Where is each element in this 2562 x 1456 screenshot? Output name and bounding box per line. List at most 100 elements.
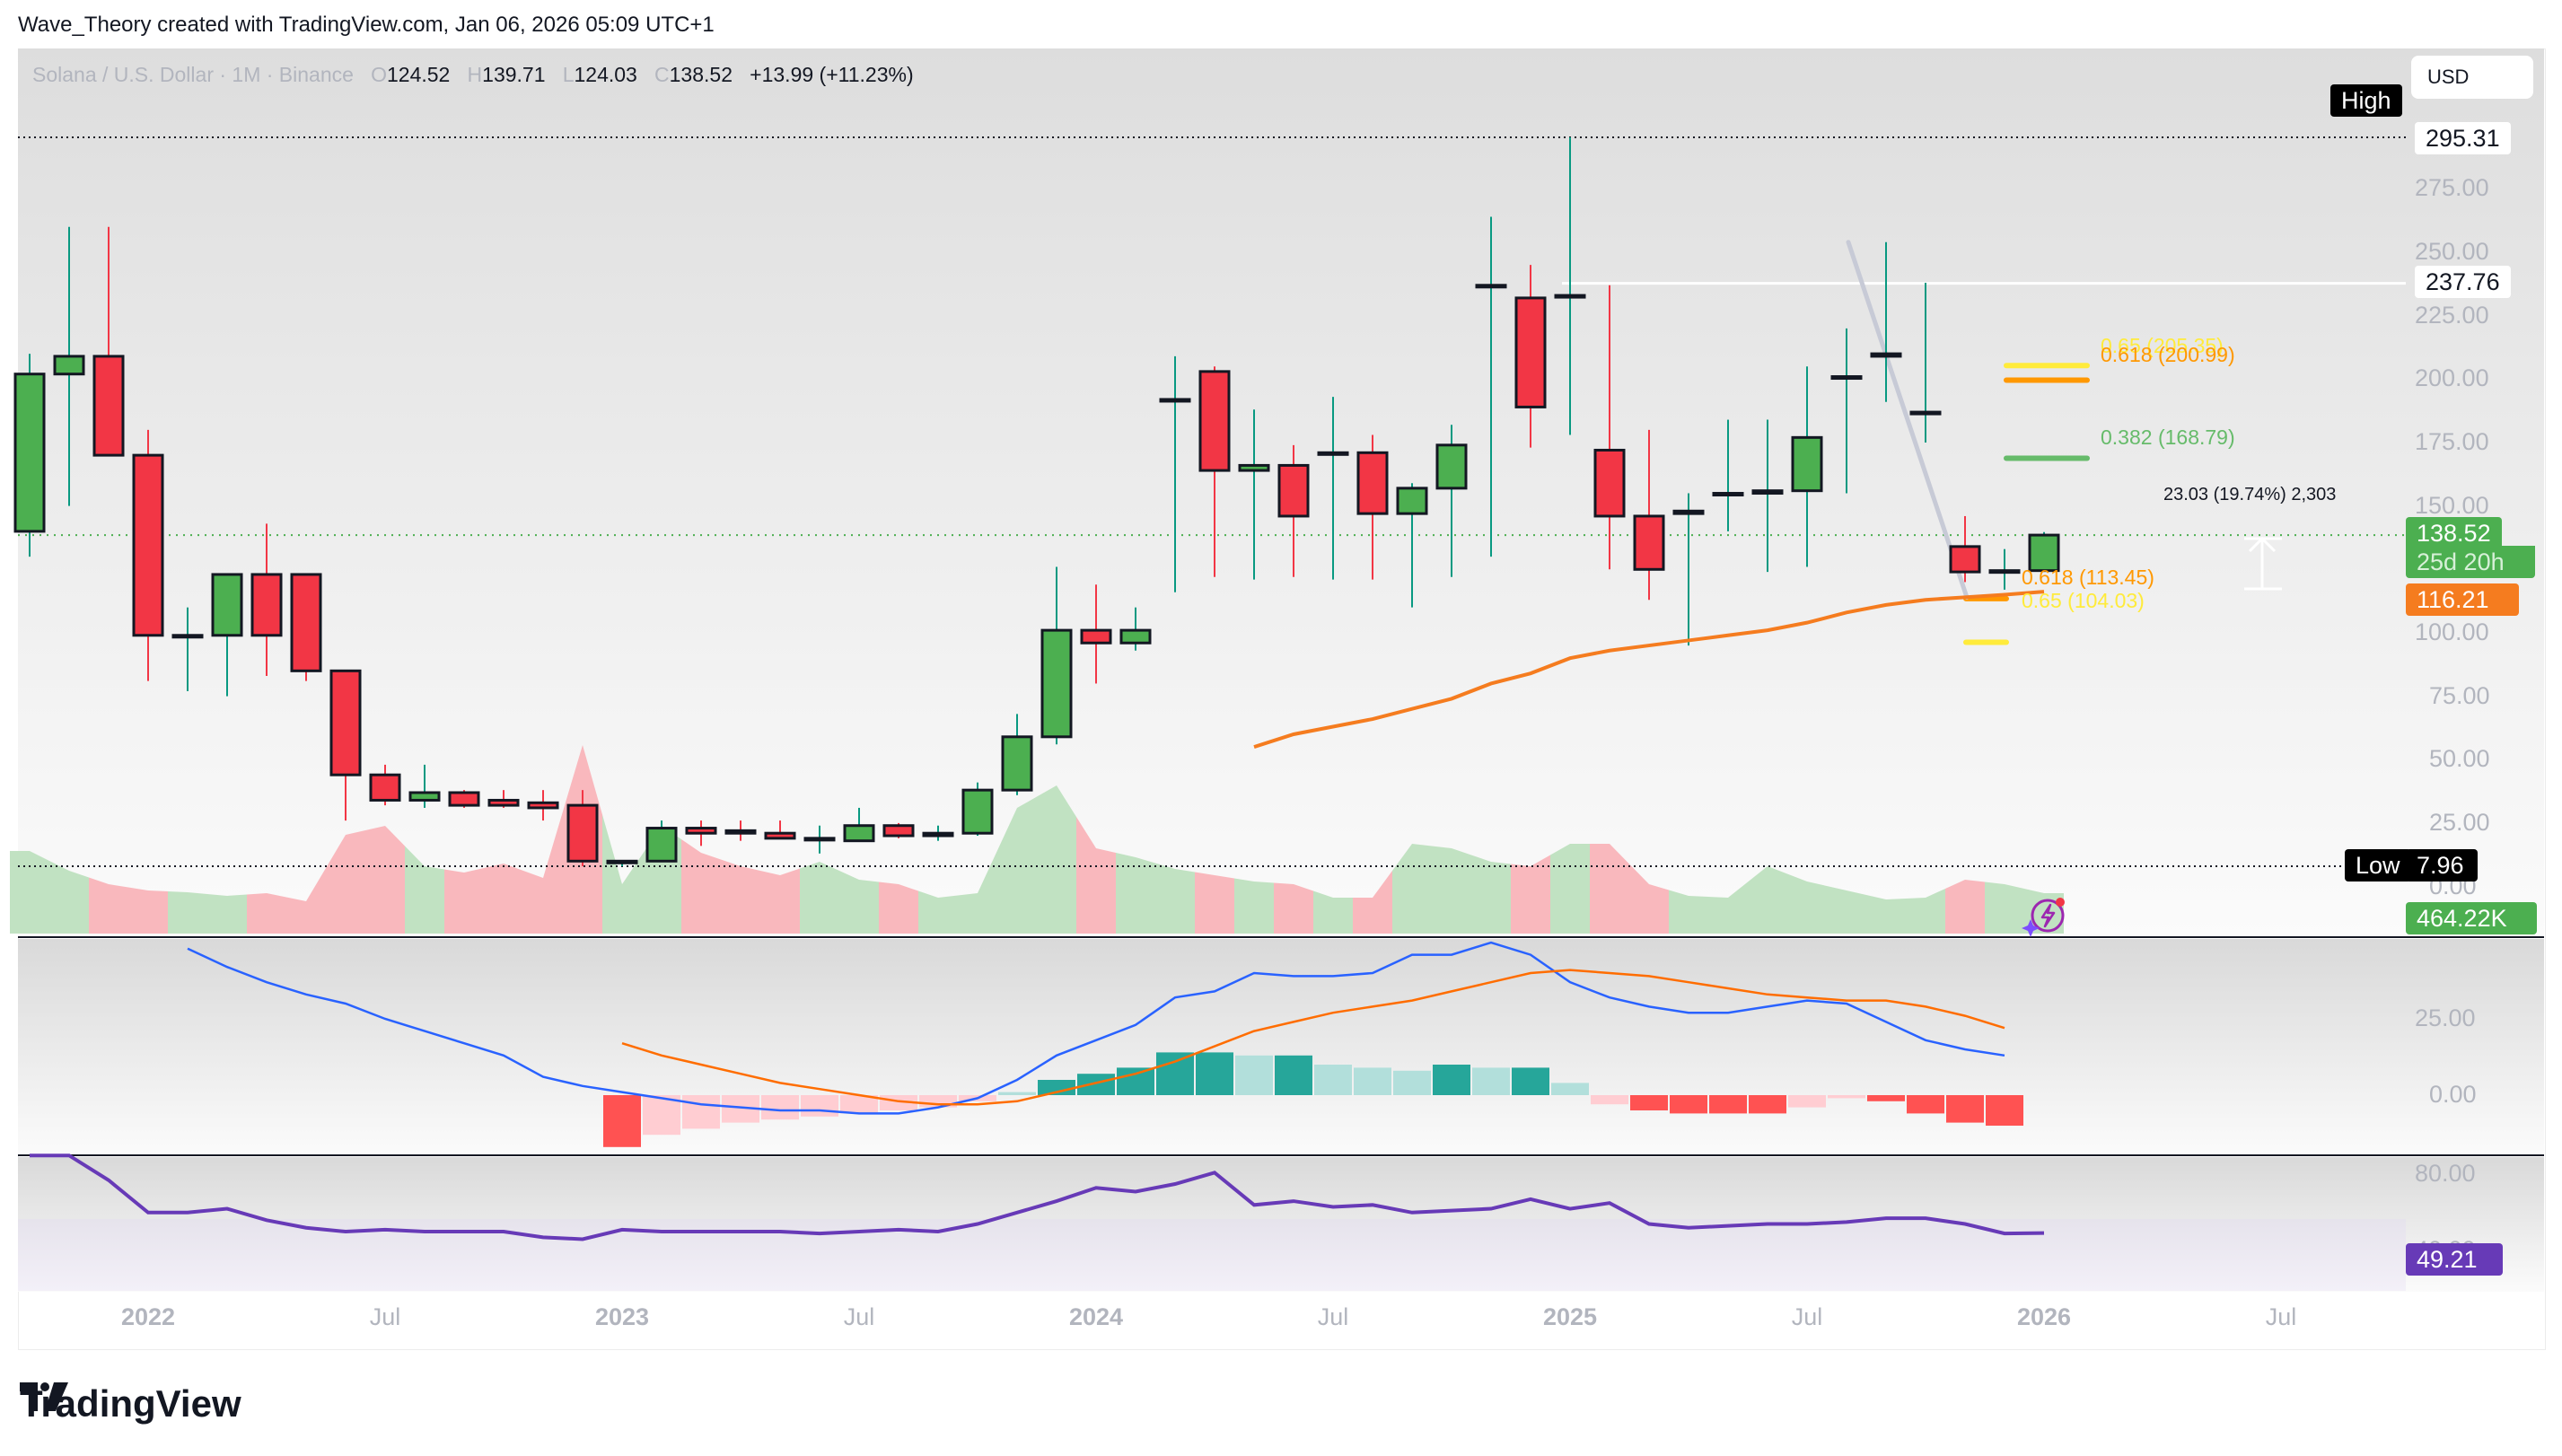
ai-assistant-icon[interactable]	[2022, 896, 2066, 937]
candle-body	[685, 827, 717, 835]
price-axis-label: 100.00	[2415, 618, 2489, 645]
macd-histogram-bar	[1749, 1095, 1786, 1114]
candle-body	[1198, 370, 1231, 472]
candle-body	[1791, 435, 1823, 493]
macd-histogram-bar	[1077, 1074, 1115, 1095]
candle-body	[1159, 398, 1191, 403]
macd-histogram-bar	[919, 1095, 957, 1108]
volume-area-segment	[1669, 890, 1708, 934]
candle-body	[843, 824, 875, 843]
volume-series	[10, 745, 2064, 934]
candle-body	[1001, 735, 1033, 792]
symbol-legend[interactable]: Solana / U.S. Dollar · 1M · Binance O124…	[32, 63, 914, 86]
volume-area-segment	[326, 830, 365, 934]
tradingview-logo[interactable]: TradingView	[20, 1382, 241, 1425]
volume-area-segment	[128, 887, 168, 934]
candle-body	[1949, 545, 1981, 574]
candle-body	[1712, 492, 1744, 497]
volume-area-segment	[286, 868, 326, 934]
volume-area-segment	[681, 839, 721, 934]
volume-area-segment	[1748, 866, 1787, 934]
time-axis-label: Jul	[369, 1303, 401, 1330]
price-axis-bg	[2406, 48, 2544, 937]
volume-area-segment	[1353, 871, 1392, 934]
candle-body	[1514, 296, 1547, 408]
candle-body	[724, 829, 757, 835]
time-axis-label: Jul	[2265, 1303, 2297, 1330]
volume-area-segment	[1550, 844, 1590, 934]
rsi-value-tag: 49.21	[2406, 1243, 2503, 1276]
candle-body	[1080, 628, 1112, 645]
candle-body	[1277, 463, 1310, 518]
macd-histogram-bar	[1867, 1095, 1905, 1101]
volume-area-segment	[1234, 878, 1274, 934]
macd-histogram-bar	[998, 1092, 1036, 1095]
price-axis-label: 225.00	[2415, 301, 2489, 329]
volume-area-segment	[1787, 873, 1827, 934]
volume-area-segment	[444, 868, 484, 934]
measure-arrow-icon	[2244, 536, 2282, 591]
measure-label: 23.03 (19.74%) 2,303	[2163, 485, 2337, 504]
volume-area-segment	[997, 796, 1037, 934]
candle-body	[1870, 352, 1902, 358]
macd-histogram-bar	[1828, 1095, 1865, 1099]
high-label-tag: High	[2330, 84, 2402, 117]
volume-area-segment	[1511, 855, 1550, 934]
macd-histogram-bar	[1907, 1095, 1944, 1114]
macd-histogram-bar	[1986, 1095, 2023, 1126]
candle-body	[566, 803, 599, 863]
open-value: 124.52	[387, 63, 451, 86]
macd-pane-bg	[18, 939, 2544, 1154]
macd-histogram-bar	[801, 1095, 838, 1117]
macd-histogram-bar	[1512, 1067, 1549, 1095]
countdown-tag: 25d 20h	[2406, 546, 2535, 578]
price-axis-label: 75.00	[2429, 681, 2490, 709]
fib-label-065-lower: 0.65 (104.03)	[2022, 589, 2145, 612]
low-value: 124.03	[574, 63, 637, 86]
candle-body	[1554, 294, 1586, 299]
candle-body	[1988, 569, 2021, 575]
volume-area-segment	[168, 891, 207, 934]
price-axis-label: 200.00	[2415, 364, 2489, 392]
candle-body	[171, 634, 204, 639]
candle-body	[1435, 443, 1468, 490]
candle-body	[527, 801, 559, 810]
candle-body	[764, 831, 796, 840]
fib-label-0618-lower: 0.618 (113.45)	[2022, 566, 2154, 589]
ema-polyline	[1253, 590, 2045, 750]
reference-lines	[18, 136, 2406, 868]
macd-histogram-bar	[1354, 1067, 1391, 1095]
candle-body	[803, 837, 836, 842]
candle-body	[408, 791, 441, 802]
volume-area-segment	[1906, 889, 1945, 934]
macd-histogram-bar	[1670, 1095, 1707, 1114]
volume-area-segment	[1116, 853, 1155, 934]
fib-label-065-upper: 0.65 (205.35)	[2101, 334, 2224, 357]
macd-axis-label: 0.00	[2429, 1081, 2477, 1108]
volume-area-segment	[405, 846, 444, 934]
macd-histogram-bar	[1946, 1095, 1984, 1123]
macd-histogram-bar	[1156, 1052, 1194, 1095]
low-label-tag: Low	[2345, 849, 2411, 881]
price-axis-label: 50.00	[2429, 745, 2490, 773]
candle-body	[1633, 514, 1665, 571]
volume-area-segment	[365, 826, 405, 934]
macd-histogram-bar	[1196, 1052, 1233, 1095]
trend-diagonal	[1846, 240, 1970, 600]
candle-body	[645, 827, 678, 863]
macd-histogram-bar	[1433, 1065, 1470, 1095]
volume-area-segment	[1274, 882, 1313, 934]
volume-area-segment	[1827, 886, 1866, 934]
price-axis-label: 275.00	[2415, 174, 2489, 202]
candle-body	[369, 773, 401, 802]
currency-selector[interactable]: USD	[2411, 56, 2533, 99]
price-axis-label: 175.00	[2415, 427, 2489, 455]
candle-body	[448, 791, 480, 807]
time-axis-label: 2023	[594, 1303, 650, 1330]
ema-tag: 116.21	[2406, 583, 2519, 616]
volume-area-segment	[10, 851, 49, 934]
signal-line	[621, 969, 2005, 1106]
candle-body	[250, 573, 283, 637]
volume-area-segment	[721, 859, 760, 934]
